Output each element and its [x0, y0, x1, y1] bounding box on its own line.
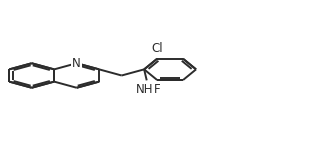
Text: F: F	[154, 83, 160, 96]
Text: NH₂: NH₂	[135, 83, 158, 96]
Text: Cl: Cl	[151, 42, 163, 55]
Text: N: N	[72, 57, 81, 70]
